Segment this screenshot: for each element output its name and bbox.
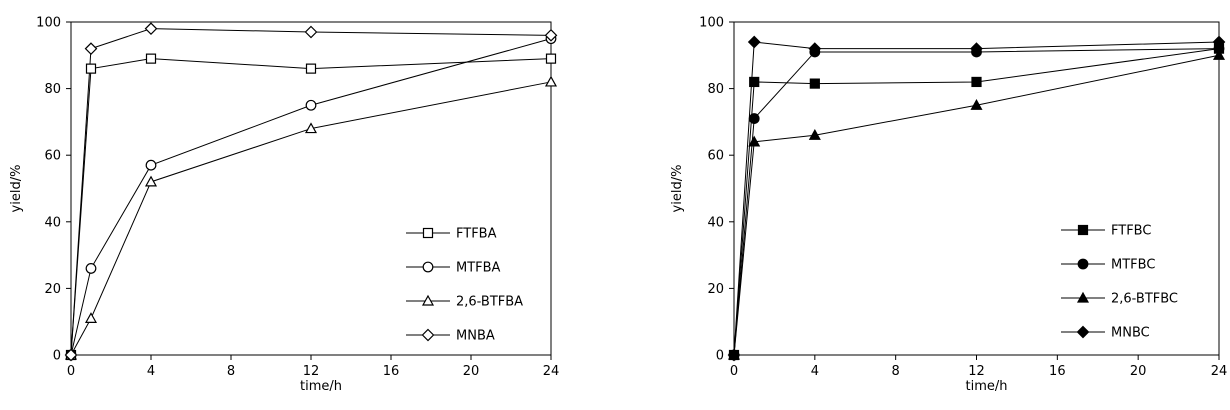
chart-1-y-tick-label: 0 (716, 349, 724, 364)
chart-0-series-3-point (144, 22, 158, 36)
chart-1-y-axis-title: yield/% (670, 165, 685, 213)
chart-1-series-0-point (749, 76, 760, 88)
chart-1-legend-2-marker (1076, 291, 1090, 303)
chart-0-legend-1-marker (422, 261, 434, 273)
chart-1-legend-3-label: MNBC (1111, 326, 1150, 341)
chart-1-legend-3-marker (1076, 325, 1090, 339)
chart-0-x-tick-label: 12 (303, 364, 320, 379)
chart-1-y-tick-label: 100 (699, 16, 724, 31)
chart-1-series-3-point (1212, 35, 1226, 49)
chart-0-y-tick-label: 40 (44, 215, 61, 230)
chart-1-x-tick-label: 16 (1049, 364, 1066, 379)
chart-0-y-tick-label: 60 (44, 149, 61, 164)
chart-0-legend-1-label: MTFBA (456, 261, 501, 276)
chart-1-y-tick-label: 60 (707, 149, 724, 164)
chart-1-series-2-point (1212, 49, 1226, 60)
chart-1-series-1-line (733, 48, 1220, 356)
chart-1-legend-0-label: FTFBC (1111, 224, 1151, 239)
chart-1-x-tick-label: 24 (1211, 364, 1228, 379)
chart-0-legend-2-label: 2,6-BTFBA (456, 295, 523, 310)
chart-0-legend-0-marker (422, 227, 434, 239)
chart-0-x-tick-label: 24 (543, 364, 560, 379)
chart-1-series-3-point (747, 35, 761, 49)
chart-0-legend-0-label: FTFBA (456, 227, 497, 242)
chart-1-y-tick-label: 80 (707, 82, 724, 97)
chart-0-x-axis-title: time/h (300, 379, 342, 394)
chart-1-series-3-line (733, 41, 1220, 356)
chart-1-y-tick-label: 40 (707, 215, 724, 230)
chart-0-series-1-point (145, 159, 157, 171)
chart-0-series-0-point (85, 63, 97, 74)
chart-1-series-3-point (808, 42, 822, 55)
chart-1-legend-0-marker (1077, 224, 1089, 236)
chart-0-series-3-point (84, 42, 98, 55)
chart-0-legend-2-marker (421, 294, 435, 306)
chart-0-series-1-point (305, 99, 317, 111)
chart-0-y-tick-label: 20 (44, 282, 61, 297)
chart-0-x-tick-label: 20 (463, 364, 480, 379)
chart-1-legend-1-marker (1077, 258, 1089, 270)
chart-0-x-tick-label: 0 (67, 364, 75, 379)
chart-1-series-3-point (970, 42, 983, 55)
chart-0-series-2-point (304, 122, 318, 134)
chart-1-series-2-point (970, 99, 983, 110)
chart-1-x-tick-label: 12 (968, 364, 985, 379)
chart-0-series-0-point (545, 53, 557, 64)
chart-0-series-1-point (85, 263, 97, 274)
chart-right: 0 20 40 60 80 100 0 4 8 12 16 20 24 time/h yield/% FTFB… (615, 0, 1230, 410)
chart-1-series-3-point (727, 348, 741, 362)
chart-0-x-tick-label: 8 (227, 364, 235, 379)
chart-1-y-tick-label: 20 (707, 282, 724, 297)
chart-0-x-tick-label: 4 (147, 364, 155, 379)
chart-0-legend-3-marker (421, 328, 435, 342)
chart-1-series-2-point (748, 135, 761, 147)
chart-1-series-2-point (808, 128, 821, 140)
chart-0-series-2-point (144, 175, 158, 187)
chart-1-x-tick-label: 8 (892, 364, 900, 379)
chart-1-series-1-point (748, 113, 760, 124)
chart-0-y-axis-title: yield/% (9, 165, 24, 213)
chart-1-x-tick-label: 0 (730, 364, 738, 379)
chart-0-series-3-point (544, 28, 558, 42)
chart-0-series-2-point (84, 312, 98, 323)
chart-1-legend-1-label: MTFBC (1111, 258, 1155, 273)
chart-1-x-axis-title: time/h (966, 379, 1008, 394)
chart-0-x-tick-label: 16 (383, 364, 400, 379)
chart-0-y-tick-label: 100 (36, 16, 61, 31)
chart-1-series-0-point (971, 76, 982, 88)
chart-1-x-tick-label: 20 (1130, 364, 1147, 379)
chart-0-series-2-point (544, 75, 558, 87)
chart-left: 0 20 40 60 80 100 0 4 8 12 16 20 24 time/h yield/% FTFB… (0, 0, 600, 410)
chart-0-series-3-point (304, 25, 318, 39)
chart-0-legend-3-label: MNBA (456, 329, 495, 344)
chart-1-series-0-point (809, 78, 820, 89)
chart-0-series-3-point (64, 348, 78, 362)
chart-0-y-tick-label: 80 (44, 82, 61, 97)
chart-left-svg: 0 20 40 60 80 100 0 4 8 12 16 20 24 time/h yield/% FTFB… (9, 16, 560, 395)
chart-1-legend-2-label: 2,6-BTFBC (1111, 292, 1178, 307)
chart-1-series-0-line (733, 48, 1220, 356)
chart-0-series-0-point (145, 53, 157, 64)
chart-0-series-0-point (305, 63, 317, 74)
chart-0-y-tick-label: 0 (53, 349, 61, 364)
chart-1-x-tick-label: 4 (811, 364, 819, 379)
chart-right-svg: 0 20 40 60 80 100 0 4 8 12 16 20 24 time/h yield/% FTFB… (670, 16, 1228, 395)
